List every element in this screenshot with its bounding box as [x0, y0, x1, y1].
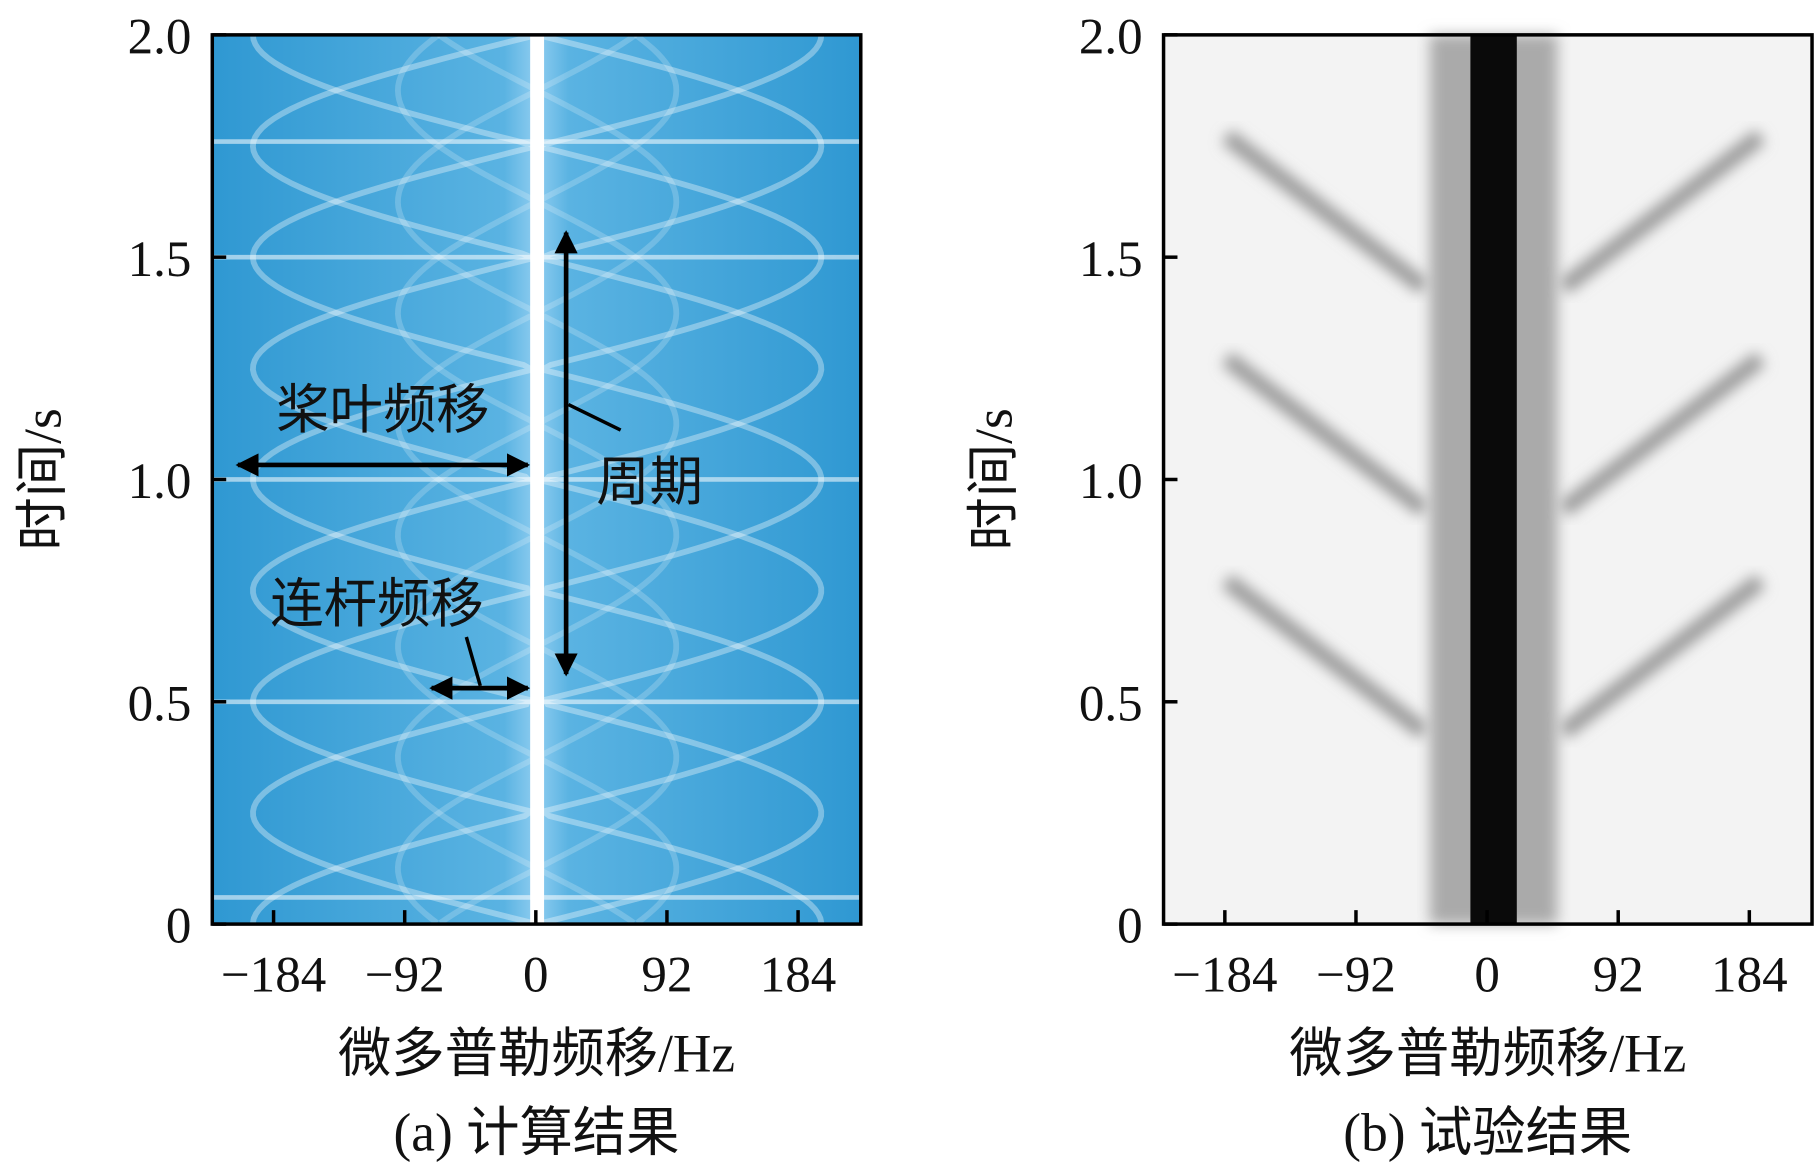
y-tick-label: 0 [1117, 898, 1143, 955]
y-tick-label: 1.0 [1079, 453, 1143, 510]
y-tick-label: 2.0 [1079, 8, 1143, 65]
x-tick-label: −92 [365, 946, 445, 1003]
annotation: 桨叶频移 [276, 380, 489, 440]
blade-trace [1558, 574, 1766, 739]
blade-trace [1558, 352, 1766, 517]
x-tick-label: 0 [523, 946, 549, 1003]
y-axis-label: 时间/s [964, 408, 1024, 551]
x-tick-label: 92 [1593, 946, 1644, 1003]
center-line [1470, 34, 1517, 925]
annotation: 周期 [596, 452, 703, 512]
y-tick-label: 0.5 [128, 675, 192, 732]
panel: −184 −92 0 92 184 0 0.5 1.0 1.5 2.0 微多普勒频移/Hz (a) 计… [12, 8, 863, 1163]
panel: −184 −92 0 92 184 0 0.5 1.0 1.5 2.0 微多普勒频移/Hz (b) 试… [964, 8, 1814, 1163]
y-tick-label: 1.0 [128, 453, 192, 510]
x-tick-label: 0 [1474, 946, 1500, 1003]
x-tick-label: 92 [641, 946, 692, 1003]
x-tick-label: −184 [1172, 946, 1277, 1003]
y-tick-label: 0 [166, 898, 192, 955]
y-tick-label: 1.5 [128, 231, 192, 288]
y-tick-label: 1.5 [1079, 231, 1143, 288]
x-axis-label: 微多普勒频移/Hz [338, 1024, 735, 1084]
x-tick-label: 184 [760, 946, 837, 1003]
x-tick-label: −184 [221, 946, 326, 1003]
annotation: 连杆频移 [270, 574, 483, 634]
subtitle: (a) 计算结果 [394, 1103, 680, 1163]
y-tick-label: 2.0 [128, 8, 192, 65]
y-tick-label: 0.5 [1079, 675, 1143, 732]
center-line [530, 34, 545, 925]
blade-trace [1221, 129, 1429, 294]
blade-trace [1558, 129, 1766, 294]
blade-trace [1221, 574, 1429, 739]
subtitle: (b) 试验结果 [1343, 1103, 1632, 1163]
x-tick-label: 184 [1711, 946, 1788, 1003]
y-axis-label: 时间/s [12, 408, 72, 551]
leader [567, 402, 622, 432]
x-tick-label: −92 [1316, 946, 1396, 1003]
leader [464, 636, 482, 687]
x-axis-label: 微多普勒频移/Hz [1289, 1024, 1686, 1084]
blade-trace [1221, 352, 1429, 517]
